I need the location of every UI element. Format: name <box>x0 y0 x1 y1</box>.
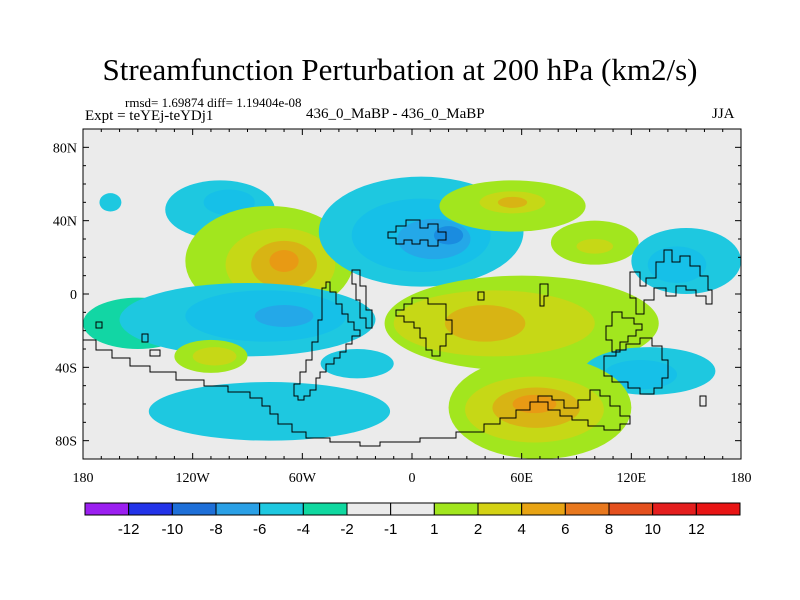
colorbar-label-10: 6 <box>561 521 569 538</box>
experiment-label: Expt = teYEj-teYDj1 <box>85 108 214 124</box>
x-tick-label-5: 120E <box>617 471 647 486</box>
colorbar-swatch-4 <box>259 502 304 516</box>
coastline-pacific-islands-2 <box>149 349 161 357</box>
x-tick-label-4: 60E <box>510 471 533 486</box>
colorbar-label-13: 12 <box>688 521 705 538</box>
field-contour-2 <box>203 189 255 216</box>
coastline-indonesia <box>605 311 643 353</box>
colorbar-swatch-6 <box>346 502 392 516</box>
field-contour-34 <box>512 394 557 414</box>
y-tick-label-3: 40S <box>55 361 77 376</box>
field-contour-12 <box>192 347 237 366</box>
experiment-subtitle: 436_0_MaBP - 436_0_MaBP <box>306 106 485 122</box>
colorbar-swatch-8 <box>433 502 479 516</box>
coastline-antarctica <box>83 339 631 447</box>
field-contour-14 <box>148 382 391 441</box>
field-contour-25 <box>647 246 707 283</box>
field-contour-21 <box>497 196 528 208</box>
coastline-south-america <box>293 281 361 401</box>
colorbar: -12 -10 -8 -6 -4 -2 -1 1 2 4 6 8 10 12 <box>84 502 741 538</box>
colorbar-label-2: -8 <box>209 521 222 538</box>
colorbar-label-7: 1 <box>430 521 438 538</box>
x-tick-label-0: 180 <box>73 471 94 486</box>
coastline-east-asia <box>629 249 713 315</box>
coastline-europe <box>387 219 447 247</box>
colorbar-swatch-10 <box>521 502 566 516</box>
coastline-pacific-islands-3 <box>95 321 103 329</box>
coastline-africa <box>395 297 453 357</box>
colorbar-label-6: -1 <box>384 521 397 538</box>
colorbar-label-3: -6 <box>253 521 266 538</box>
coastline-india <box>539 283 549 307</box>
colorbar-swatch-14 <box>695 502 741 516</box>
chart-title: Streamfunction Perturbation at 200 hPa (… <box>102 52 698 87</box>
coastline-north-america-south <box>351 269 373 329</box>
x-tick-label-1: 120W <box>176 471 211 486</box>
colorbar-label-9: 4 <box>517 521 525 538</box>
y-tick-label-1: 40N <box>53 215 77 230</box>
field-contour-10 <box>254 305 314 327</box>
coastline-madagascar <box>477 291 485 301</box>
field-contour-28 <box>444 305 526 342</box>
colorbar-swatch-1 <box>128 502 173 516</box>
colorbar-swatch-9 <box>477 502 523 516</box>
coastlines <box>83 219 713 447</box>
colorbar-label-4: -4 <box>297 521 310 538</box>
coastline-australia <box>603 337 669 395</box>
field-contour-13 <box>320 349 394 379</box>
colorbar-swatch-7 <box>390 502 435 516</box>
colorbar-label-11: 8 <box>605 521 613 538</box>
x-tick-label-6: 180 <box>731 471 752 486</box>
field-contour-23 <box>576 239 614 254</box>
colorbar-label-1: -10 <box>161 521 183 538</box>
y-tick-label-0: 80N <box>53 141 77 156</box>
x-tick-label-2: 60W <box>289 471 317 486</box>
colorbar-swatch-2 <box>171 502 217 516</box>
colorbar-label-12: 10 <box>644 521 661 538</box>
x-tick-label-3: 0 <box>409 471 416 486</box>
field-contour-6 <box>269 250 299 272</box>
coastline-pacific-islands-1 <box>141 333 149 343</box>
field-contour-0 <box>99 193 122 212</box>
colorbar-label-0: -12 <box>118 521 140 538</box>
colorbar-swatch-11 <box>564 502 610 516</box>
colorbar-swatch-13 <box>652 502 697 516</box>
season-label: JJA <box>712 106 735 122</box>
colorbar-swatch-5 <box>302 502 348 516</box>
y-tick-label-4: 80S <box>55 435 77 450</box>
stats-text: rmsd= 1.69874 diff= 1.19404e-08 <box>125 95 302 110</box>
colorbar-swatch-3 <box>215 502 261 516</box>
colorbar-label-8: 2 <box>474 521 482 538</box>
y-tick-label-2: 0 <box>70 288 77 303</box>
coastline-new-zealand <box>699 395 707 407</box>
colorbar-swatch-0 <box>84 502 130 516</box>
axes: 180 120W 60W 0 60E 120E 180 80N 40N 0 40S 80S <box>53 129 752 486</box>
colorbar-label-5: -2 <box>340 521 353 538</box>
colorbar-swatch-12 <box>608 502 654 516</box>
contour-field <box>83 176 741 459</box>
